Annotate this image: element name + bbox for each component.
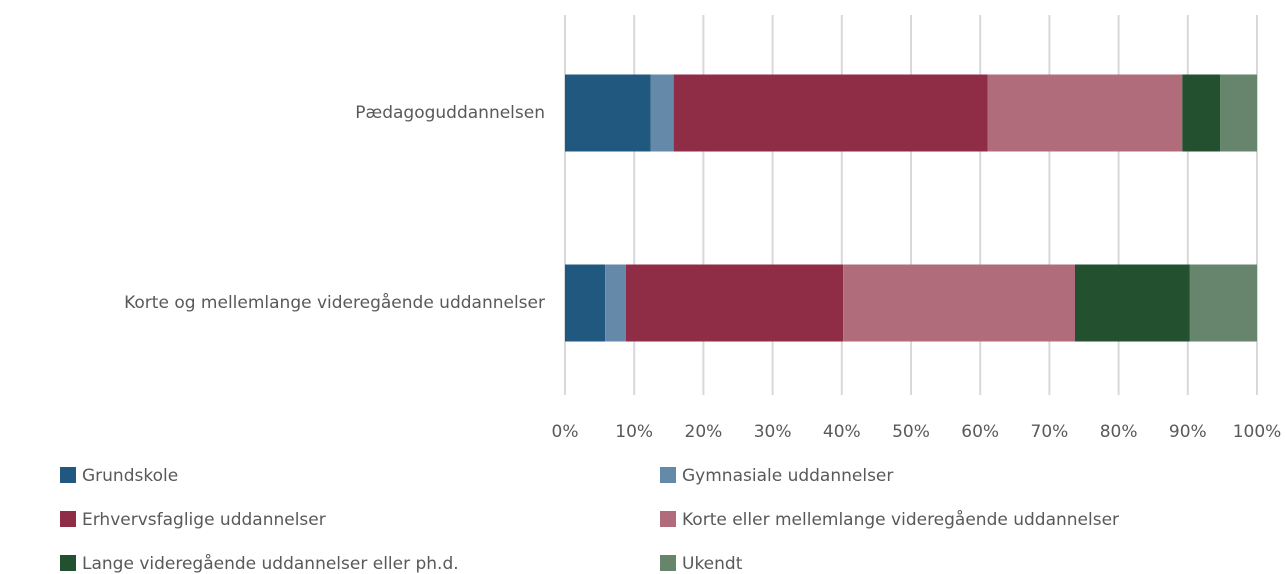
bar-segment xyxy=(565,264,606,342)
y-tick-label: Pædagoguddannelsen xyxy=(355,103,545,123)
bar-segment xyxy=(650,74,674,152)
bar-segment xyxy=(673,74,988,152)
bar-segment xyxy=(843,264,1076,342)
x-tick-label: 50% xyxy=(892,422,930,442)
x-tick-label: 0% xyxy=(552,422,579,442)
legend-swatch xyxy=(660,511,676,527)
x-tick-label: 70% xyxy=(1031,422,1069,442)
bar-segment xyxy=(1182,74,1221,152)
x-tick-label: 30% xyxy=(754,422,792,442)
legend-label: Lange videregående uddannelser eller ph.… xyxy=(82,553,459,574)
legend-swatch xyxy=(660,555,676,571)
bar-segment xyxy=(625,264,844,342)
x-tick-label: 80% xyxy=(1100,422,1138,442)
legend-swatch xyxy=(60,511,76,527)
bar-segment xyxy=(1189,264,1257,342)
x-tick-label: 40% xyxy=(823,422,861,442)
legend-label: Korte eller mellemlange videregående udd… xyxy=(682,509,1119,530)
bar-segment xyxy=(565,74,651,152)
bar-segment xyxy=(605,264,626,342)
legend-label: Grundskole xyxy=(82,466,178,486)
y-tick-label: Korte og mellemlange videregående uddann… xyxy=(124,292,545,313)
x-tick-label: 20% xyxy=(685,422,723,442)
x-tick-label: 100% xyxy=(1233,422,1282,442)
legend-label: Gymnasiale uddannelser xyxy=(682,466,893,486)
legend-swatch xyxy=(60,467,76,483)
bar-segment xyxy=(1075,264,1190,342)
x-tick-label: 10% xyxy=(615,422,653,442)
legend-label: Ukendt xyxy=(682,554,743,574)
bar-segment xyxy=(987,74,1183,152)
x-tick-label: 90% xyxy=(1169,422,1207,442)
legend-swatch xyxy=(60,555,76,571)
x-tick-label: 60% xyxy=(961,422,999,442)
bar-segment xyxy=(1220,74,1257,152)
legend-swatch xyxy=(660,467,676,483)
legend-label: Erhvervsfaglige uddannelser xyxy=(82,510,326,530)
